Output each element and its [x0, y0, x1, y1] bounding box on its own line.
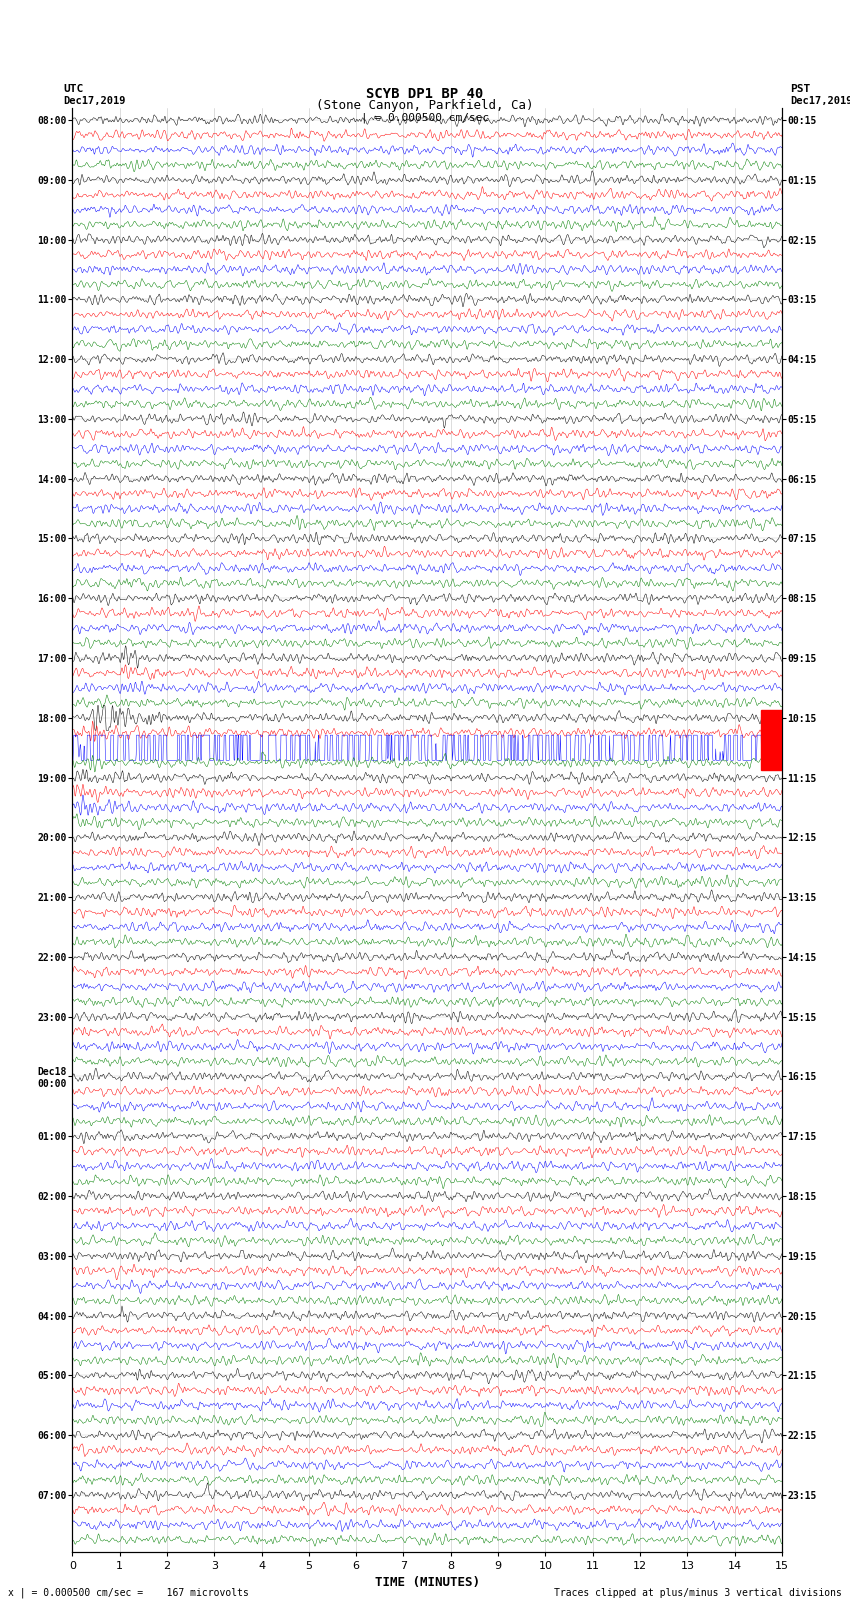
Text: | = 0.000500 cm/sec: | = 0.000500 cm/sec: [361, 111, 489, 123]
Text: x | = 0.000500 cm/sec =    167 microvolts: x | = 0.000500 cm/sec = 167 microvolts: [8, 1587, 249, 1598]
Text: SCYB DP1 BP 40: SCYB DP1 BP 40: [366, 87, 484, 100]
Text: Traces clipped at plus/minus 3 vertical divisions: Traces clipped at plus/minus 3 vertical …: [553, 1589, 842, 1598]
Text: (Stone Canyon, Parkfield, Ca): (Stone Canyon, Parkfield, Ca): [316, 98, 534, 113]
Bar: [761, 710, 782, 769]
X-axis label: TIME (MINUTES): TIME (MINUTES): [375, 1576, 479, 1589]
Text: Dec17,2019: Dec17,2019: [790, 97, 850, 106]
Text: PST: PST: [790, 84, 811, 94]
Text: UTC: UTC: [64, 84, 84, 94]
Text: Dec17,2019: Dec17,2019: [64, 97, 127, 106]
